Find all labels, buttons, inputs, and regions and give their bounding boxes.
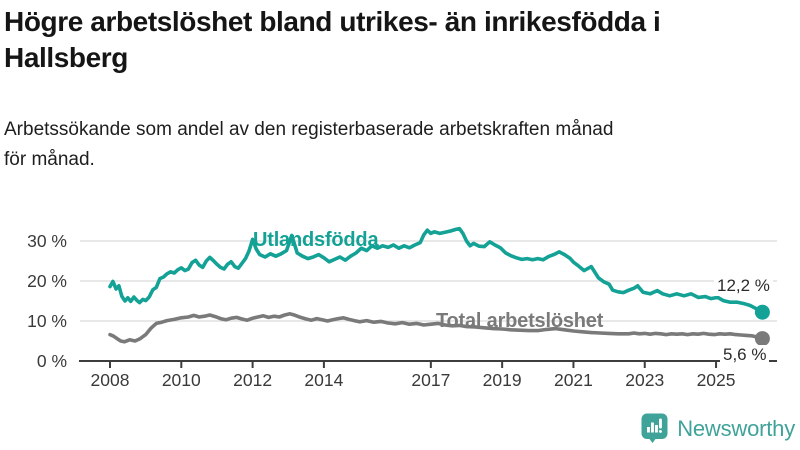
series-line-1	[108, 311, 765, 344]
series-end-dot-0	[754, 304, 770, 320]
page-title-line2: Hallsberg	[4, 41, 128, 73]
newsworthy-logo: Newsworthy	[641, 413, 795, 444]
chart-subtitle-line1: Arbetssökande som andel av den registerb…	[4, 119, 614, 140]
x-tick-label-2019: 2019	[483, 370, 522, 390]
series-label-utlandsfodda: Utlandsfödda	[253, 229, 379, 251]
x-tick-label-2010: 2010	[162, 370, 201, 390]
series-line-0	[108, 226, 765, 315]
series-end-dot-1	[754, 331, 770, 347]
x-tick-label-2021: 2021	[554, 370, 593, 390]
chart-subtitle-line2: för månad.	[4, 149, 95, 171]
x-tick-label-2025: 2025	[697, 370, 736, 390]
end-value-label-utlandsfodda: 12,2 %	[714, 276, 773, 296]
end-value-label-total: 5,6 %	[720, 345, 770, 365]
y-tick-label-0: 0 %	[37, 351, 67, 371]
newsworthy-logo-text: Newsworthy	[677, 415, 795, 441]
x-tick-label-2017: 2017	[411, 370, 450, 390]
x-tick-label-2008: 2008	[91, 370, 130, 390]
chart-subtitle: Arbetssökande som andel av den registerb…	[4, 115, 784, 175]
x-tick-label-2023: 2023	[625, 370, 664, 390]
x-tick-label-2014: 2014	[304, 370, 343, 390]
series-label-total-arbetsloshet: Total arbetslöshet	[436, 310, 604, 332]
page-title: Högre arbetslöshet bland utrikes- än inr…	[4, 4, 796, 75]
y-tick-label-10: 10 %	[27, 311, 67, 331]
y-tick-label-20: 20 %	[27, 271, 67, 291]
page-title-line1: Högre arbetslöshet bland utrikes- än inr…	[4, 6, 661, 37]
x-tick-label-2012: 2012	[233, 370, 272, 390]
y-tick-label-30: 30 %	[27, 231, 67, 251]
newsworthy-speech-bubble-chart-icon	[641, 413, 668, 443]
